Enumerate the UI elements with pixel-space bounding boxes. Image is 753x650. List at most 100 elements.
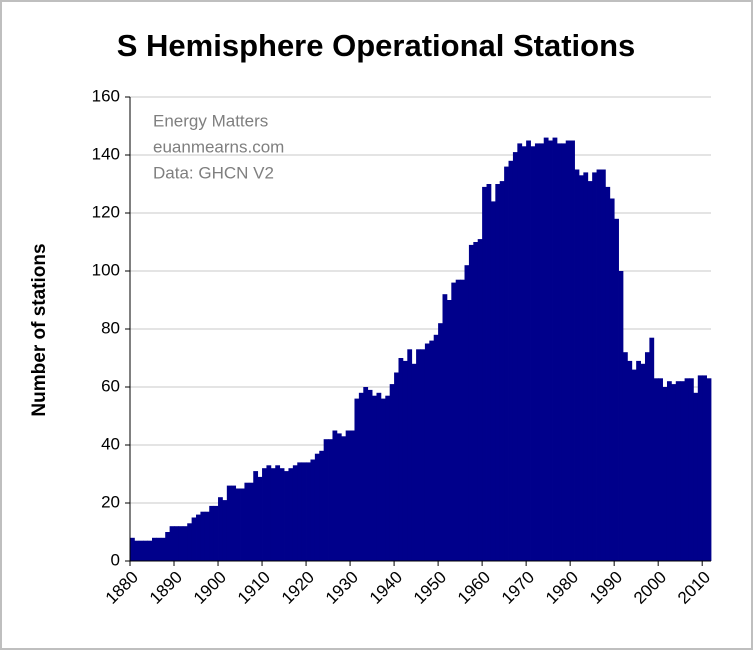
- bar: [605, 186, 611, 561]
- bar: [416, 349, 421, 561]
- bar: [306, 462, 311, 561]
- bar: [160, 537, 166, 561]
- bar: [314, 453, 320, 561]
- bar: [464, 265, 470, 561]
- bar: [570, 140, 575, 561]
- bar: [512, 152, 518, 561]
- bar: [666, 381, 672, 561]
- bar: [565, 140, 571, 561]
- bar: [310, 459, 316, 561]
- bar: [433, 334, 439, 561]
- bar: [473, 242, 479, 561]
- bar: [622, 352, 628, 561]
- bar: [420, 349, 426, 561]
- bar: [517, 143, 523, 561]
- bar: [301, 462, 307, 561]
- bar: [680, 381, 685, 561]
- bar: [631, 369, 637, 561]
- bar: [187, 523, 193, 561]
- bar: [196, 514, 201, 561]
- bar: [508, 160, 514, 562]
- bar: [209, 505, 215, 561]
- bar: [671, 384, 677, 561]
- bar: [561, 143, 567, 561]
- bar: [376, 392, 382, 561]
- y-tick-label: 60: [101, 376, 120, 395]
- y-tick-label: 80: [101, 318, 120, 337]
- y-tick-label: 0: [111, 550, 120, 569]
- bar: [627, 360, 633, 561]
- bar: [134, 540, 140, 561]
- bar: [548, 140, 553, 561]
- y-tick-label: 20: [101, 492, 120, 511]
- bar: [367, 389, 373, 561]
- bar: [178, 526, 184, 561]
- bar: [363, 387, 369, 561]
- bar: [424, 343, 430, 561]
- bar: [636, 360, 641, 561]
- y-tick-label: 40: [101, 434, 120, 453]
- bar: [543, 137, 549, 561]
- bar: [521, 146, 527, 562]
- bar: [609, 198, 615, 561]
- bar: [244, 482, 250, 561]
- bar: [526, 140, 531, 561]
- bar: [693, 392, 699, 561]
- bar: [174, 526, 179, 561]
- bar: [319, 450, 325, 561]
- bar: [662, 387, 668, 561]
- bar: [288, 468, 294, 561]
- bar: [534, 143, 540, 561]
- bar: [138, 540, 144, 561]
- bar: [323, 439, 329, 561]
- bar: [354, 398, 360, 561]
- bar: [350, 430, 355, 561]
- bar: [499, 181, 505, 561]
- bar: [482, 186, 487, 561]
- bar: [213, 505, 219, 561]
- bar: [446, 300, 452, 561]
- bar: [530, 146, 536, 562]
- bar: [402, 360, 408, 561]
- bar: [345, 430, 351, 561]
- bar: [358, 392, 364, 561]
- bar: [266, 465, 272, 561]
- bar: [600, 169, 606, 561]
- bar: [143, 540, 149, 561]
- bar: [455, 279, 461, 561]
- bar: [504, 166, 509, 561]
- bar: [574, 169, 580, 561]
- bar: [262, 468, 267, 561]
- bar: [328, 439, 333, 561]
- y-tick-label: 140: [92, 144, 120, 163]
- annotation: euanmearns.com: [153, 137, 284, 156]
- bar: [292, 465, 298, 561]
- bar: [640, 363, 646, 561]
- bar: [592, 172, 597, 561]
- bar: [169, 526, 175, 561]
- bar: [332, 430, 338, 561]
- bar: [442, 294, 448, 561]
- bar: [385, 395, 391, 561]
- bar: [644, 352, 650, 561]
- bar: [341, 436, 347, 561]
- bar: [702, 375, 707, 561]
- bar: [222, 500, 228, 561]
- bar: [614, 218, 619, 562]
- bar: [257, 476, 263, 561]
- bar: [583, 172, 589, 561]
- bar: [389, 384, 395, 561]
- bar: [688, 378, 694, 561]
- y-axis-label: Number of stations: [29, 243, 50, 416]
- bar: [587, 181, 593, 561]
- bar: [477, 239, 483, 561]
- bar: [297, 462, 303, 561]
- bar: [411, 363, 417, 561]
- y-tick-label: 160: [92, 86, 120, 105]
- bar: [147, 540, 153, 561]
- bar: [191, 517, 197, 561]
- bar: [253, 471, 259, 561]
- chart-title: S Hemisphere Operational Stations: [117, 28, 636, 63]
- bar: [618, 271, 624, 561]
